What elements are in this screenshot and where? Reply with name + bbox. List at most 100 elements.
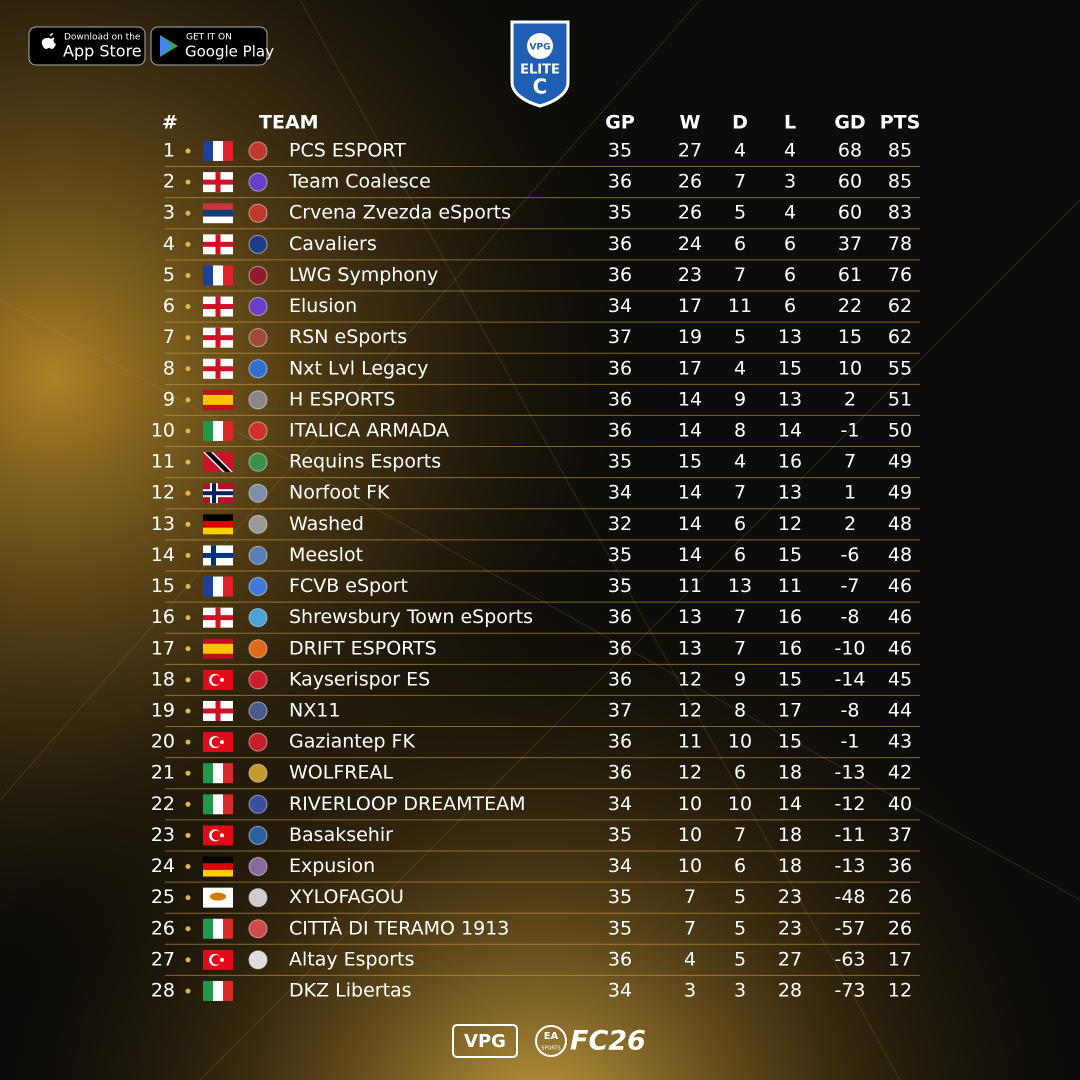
google-play-button[interactable]: GET IT ON Google Play <box>150 26 274 66</box>
stat-cell: 21 <box>151 762 175 784</box>
stat-cell: 14 <box>678 482 702 504</box>
stat-cell: 6 <box>734 855 746 877</box>
stat-cell: 16 <box>778 606 802 628</box>
team-logo <box>248 265 268 285</box>
row-dot <box>185 770 191 776</box>
table-row: 11 Requins Esports 35 15 4 16 7 49 <box>151 451 920 479</box>
flag-part <box>211 955 222 965</box>
stat-cell: 12 <box>888 979 912 1001</box>
row-dot <box>185 615 191 621</box>
stat-cell: 10 <box>678 793 702 815</box>
stat-cell: 7 <box>684 917 696 939</box>
row-dot <box>185 521 191 527</box>
stat-cell: -10 <box>834 637 865 659</box>
team-name: LWG Symphony <box>289 264 438 286</box>
stat-cell: 22 <box>838 295 862 317</box>
stat-cell: 4 <box>784 202 796 224</box>
stat-cell: -14 <box>834 668 865 690</box>
flag-part <box>213 576 223 597</box>
stat-cell: 48 <box>888 513 912 535</box>
stat-cell: 3 <box>784 171 796 193</box>
stat-cell: 12 <box>678 762 702 784</box>
stat-cell: 60 <box>838 202 862 224</box>
stat-cell: 46 <box>888 575 912 597</box>
stat-cell: -13 <box>834 855 865 877</box>
stat-cell: 7 <box>734 824 746 846</box>
team-logo <box>248 203 268 223</box>
column-header: W <box>680 112 701 134</box>
team-name: WOLFREAL <box>289 762 393 784</box>
stat-cell: 26 <box>151 917 175 939</box>
stat-cell: 83 <box>888 202 912 224</box>
stat-cell: 15 <box>778 668 802 690</box>
team-logo <box>248 390 268 410</box>
flag-part <box>203 615 233 621</box>
stat-cell: 15 <box>678 451 702 473</box>
table-row: 8 Nxt Lvl Legacy 36 17 4 15 10 55 <box>163 357 920 385</box>
stat-cell: 10 <box>838 357 862 379</box>
table-row: 10 ITALICA ARMADA 36 14 8 14 -1 50 <box>151 419 920 448</box>
row-dot <box>185 148 191 154</box>
team-name: DRIFT ESPORTS <box>289 637 437 659</box>
column-header: GD <box>834 112 865 134</box>
flag-part <box>203 366 233 372</box>
stat-cell: 8 <box>734 699 746 721</box>
table-row: 21 WOLFREAL 36 12 6 18 -13 42 <box>151 762 920 790</box>
stat-cell: 23 <box>778 917 802 939</box>
table-row: 14 Meeslot 35 14 6 15 -6 48 <box>151 544 920 572</box>
stat-cell: 4 <box>684 948 696 970</box>
flag-part <box>213 763 223 784</box>
table-row: 12 Norfoot FK 34 14 7 13 1 49 <box>151 482 920 510</box>
stat-cell: 36 <box>888 855 912 877</box>
stat-cell: 36 <box>608 637 632 659</box>
team-logo <box>248 141 268 161</box>
row-dot <box>185 677 191 683</box>
stat-cell: 28 <box>778 979 802 1001</box>
stat-cell: 36 <box>608 606 632 628</box>
stat-cell: 46 <box>888 637 912 659</box>
stat-cell: 10 <box>728 793 752 815</box>
table-row: 4 Cavaliers 36 24 6 6 37 78 <box>163 233 920 261</box>
stat-cell: -73 <box>834 979 865 1001</box>
flag-part <box>203 794 213 815</box>
team-name: Kayserispor ES <box>289 668 430 690</box>
stat-cell: -13 <box>834 762 865 784</box>
team-logo <box>248 701 268 721</box>
stat-cell: 13 <box>778 388 802 410</box>
team-logo <box>248 234 268 254</box>
badge-brand: VPG <box>530 43 551 53</box>
stat-cell: 11 <box>728 295 752 317</box>
row-dot <box>185 708 191 714</box>
stat-cell: 7 <box>734 606 746 628</box>
team-logo <box>248 763 268 783</box>
stat-cell: 62 <box>888 295 912 317</box>
team-logo <box>248 670 268 690</box>
flag-part <box>203 265 213 286</box>
flag-part <box>205 452 231 473</box>
stat-cell: 13 <box>151 513 175 535</box>
team-logo <box>248 608 268 628</box>
stat-cell: -11 <box>834 824 865 846</box>
app-store-button[interactable]: Download on the App Store <box>28 26 146 66</box>
stat-cell: 2 <box>844 388 856 410</box>
team-logo <box>248 888 268 908</box>
stat-cell: 14 <box>778 793 802 815</box>
table-row: 19 NX11 37 12 8 17 -8 44 <box>151 699 920 728</box>
stat-cell: 18 <box>778 762 802 784</box>
stat-cell: 5 <box>734 202 746 224</box>
stat-cell: 34 <box>608 482 632 504</box>
stat-cell: 78 <box>888 233 912 255</box>
row-dot <box>185 584 191 590</box>
stat-cell: 36 <box>608 171 632 193</box>
stat-cell: 23 <box>151 824 175 846</box>
stat-cell: 24 <box>678 233 702 255</box>
flag-part <box>223 420 233 441</box>
team-name: Team Coalesce <box>288 171 431 193</box>
table-row: 20 Gaziantep FK 36 11 10 15 -1 43 <box>151 731 920 759</box>
row-dot <box>185 179 191 185</box>
flag-part <box>213 420 223 441</box>
stat-cell: 34 <box>608 979 632 1001</box>
stat-cell: 5 <box>163 264 175 286</box>
stat-cell: 13 <box>728 575 752 597</box>
